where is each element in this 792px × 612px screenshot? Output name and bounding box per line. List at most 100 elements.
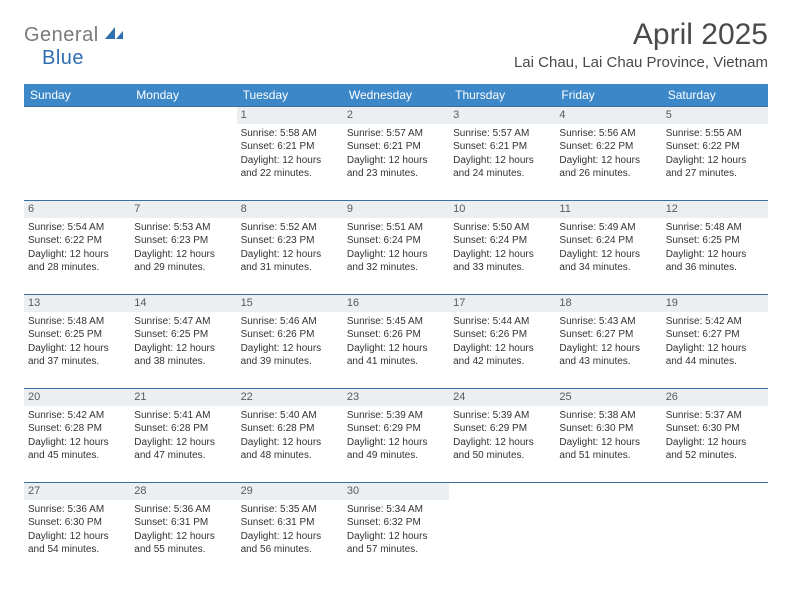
logo: General <box>24 18 127 47</box>
calendar-week-row: 27 Sunrise: 5:36 AMSunset: 6:30 PMDayligh… <box>24 483 768 577</box>
day-details: Sunrise: 5:34 AMSunset: 6:32 PMDaylight:… <box>347 503 445 557</box>
day-details: Sunrise: 5:36 AMSunset: 6:30 PMDaylight:… <box>28 503 126 557</box>
day-number: 4 <box>555 107 661 124</box>
title-block: April 2025 Lai Chau, Lai Chau Province, … <box>514 18 768 71</box>
calendar-day-cell: 8 Sunrise: 5:52 AMSunset: 6:23 PMDaylight… <box>237 201 343 295</box>
day-details: Sunrise: 5:40 AMSunset: 6:28 PMDaylight:… <box>241 409 339 463</box>
day-number: 15 <box>237 295 343 312</box>
calendar-day-cell: 25 Sunrise: 5:38 AMSunset: 6:30 PMDayligh… <box>555 389 661 483</box>
day-details: Sunrise: 5:54 AMSunset: 6:22 PMDaylight:… <box>28 221 126 275</box>
weekday-header: Wednesday <box>343 84 449 107</box>
day-number: 30 <box>343 483 449 500</box>
day-number: 24 <box>449 389 555 406</box>
sail-icon <box>103 25 125 46</box>
day-details: Sunrise: 5:46 AMSunset: 6:26 PMDaylight:… <box>241 315 339 369</box>
day-details: Sunrise: 5:55 AMSunset: 6:22 PMDaylight:… <box>666 127 764 181</box>
calendar-day-cell: 22 Sunrise: 5:40 AMSunset: 6:28 PMDayligh… <box>237 389 343 483</box>
calendar-day-cell: 1Sunrise: 5:58 AMSunset: 6:21 PMDaylight… <box>237 107 343 201</box>
day-details: Sunrise: 5:58 AMSunset: 6:21 PMDaylight:… <box>241 127 339 181</box>
day-details: Sunrise: 5:48 AMSunset: 6:25 PMDaylight:… <box>666 221 764 275</box>
day-details: Sunrise: 5:43 AMSunset: 6:27 PMDaylight:… <box>559 315 657 369</box>
calendar-day-cell: 27 Sunrise: 5:36 AMSunset: 6:30 PMDayligh… <box>24 483 130 577</box>
day-number: 5 <box>662 107 768 124</box>
calendar-day-cell: 4 Sunrise: 5:56 AMSunset: 6:22 PMDaylight… <box>555 107 661 201</box>
calendar-day-cell: 16 Sunrise: 5:45 AMSunset: 6:26 PMDayligh… <box>343 295 449 389</box>
day-number: 9 <box>343 201 449 218</box>
day-number: 26 <box>662 389 768 406</box>
day-number: 14 <box>130 295 236 312</box>
calendar-week-row: 20 Sunrise: 5:42 AMSunset: 6:28 PMDayligh… <box>24 389 768 483</box>
day-number: 23 <box>343 389 449 406</box>
day-details: Sunrise: 5:37 AMSunset: 6:30 PMDaylight:… <box>666 409 764 463</box>
day-number: 20 <box>24 389 130 406</box>
calendar-empty-cell <box>555 483 661 577</box>
calendar-day-cell: 18 Sunrise: 5:43 AMSunset: 6:27 PMDayligh… <box>555 295 661 389</box>
calendar-day-cell: 3Sunrise: 5:57 AMSunset: 6:21 PMDaylight… <box>449 107 555 201</box>
day-details: Sunrise: 5:38 AMSunset: 6:30 PMDaylight:… <box>559 409 657 463</box>
day-number: 2 <box>343 107 449 124</box>
day-details: Sunrise: 5:51 AMSunset: 6:24 PMDaylight:… <box>347 221 445 275</box>
day-details: Sunrise: 5:42 AMSunset: 6:27 PMDaylight:… <box>666 315 764 369</box>
day-details: Sunrise: 5:45 AMSunset: 6:26 PMDaylight:… <box>347 315 445 369</box>
day-details: Sunrise: 5:35 AMSunset: 6:31 PMDaylight:… <box>241 503 339 557</box>
day-number: 10 <box>449 201 555 218</box>
day-number: 8 <box>237 201 343 218</box>
day-details: Sunrise: 5:48 AMSunset: 6:25 PMDaylight:… <box>28 315 126 369</box>
calendar-day-cell: 14 Sunrise: 5:47 AMSunset: 6:25 PMDayligh… <box>130 295 236 389</box>
day-details: Sunrise: 5:57 AMSunset: 6:21 PMDaylight:… <box>453 127 551 181</box>
day-number: 18 <box>555 295 661 312</box>
calendar-day-cell: 7 Sunrise: 5:53 AMSunset: 6:23 PMDaylight… <box>130 201 236 295</box>
calendar-day-cell: 12 Sunrise: 5:48 AMSunset: 6:25 PMDayligh… <box>662 201 768 295</box>
calendar-empty-cell <box>449 483 555 577</box>
calendar-week-row: 6Sunrise: 5:54 AMSunset: 6:22 PMDaylight… <box>24 201 768 295</box>
day-number: 27 <box>24 483 130 500</box>
calendar-empty-cell <box>662 483 768 577</box>
weekday-header: Saturday <box>662 84 768 107</box>
calendar-day-cell: 29Sunrise: 5:35 AMSunset: 6:31 PMDayligh… <box>237 483 343 577</box>
day-details: Sunrise: 5:52 AMSunset: 6:23 PMDaylight:… <box>241 221 339 275</box>
day-details: Sunrise: 5:44 AMSunset: 6:26 PMDaylight:… <box>453 315 551 369</box>
day-number: 19 <box>662 295 768 312</box>
day-details: Sunrise: 5:56 AMSunset: 6:22 PMDaylight:… <box>559 127 657 181</box>
location-text: Lai Chau, Lai Chau Province, Vietnam <box>514 54 768 71</box>
calendar-week-row: 13Sunrise: 5:48 AMSunset: 6:25 PMDayligh… <box>24 295 768 389</box>
day-number: 12 <box>662 201 768 218</box>
day-number: 25 <box>555 389 661 406</box>
weekday-header: Sunday <box>24 84 130 107</box>
calendar-day-cell: 20 Sunrise: 5:42 AMSunset: 6:28 PMDayligh… <box>24 389 130 483</box>
weekday-header: Friday <box>555 84 661 107</box>
calendar-week-row: 1Sunrise: 5:58 AMSunset: 6:21 PMDaylight… <box>24 107 768 201</box>
day-details: Sunrise: 5:57 AMSunset: 6:21 PMDaylight:… <box>347 127 445 181</box>
logo-text-gray: General <box>24 24 99 47</box>
month-title: April 2025 <box>514 18 768 52</box>
calendar-day-cell: 24Sunrise: 5:39 AMSunset: 6:29 PMDayligh… <box>449 389 555 483</box>
calendar-day-cell: 21 Sunrise: 5:41 AMSunset: 6:28 PMDayligh… <box>130 389 236 483</box>
calendar-day-cell: 2 Sunrise: 5:57 AMSunset: 6:21 PMDaylight… <box>343 107 449 201</box>
calendar-day-cell: 11Sunrise: 5:49 AMSunset: 6:24 PMDayligh… <box>555 201 661 295</box>
calendar-day-cell: 28 Sunrise: 5:36 AMSunset: 6:31 PMDayligh… <box>130 483 236 577</box>
calendar-day-cell: 19 Sunrise: 5:42 AMSunset: 6:27 PMDayligh… <box>662 295 768 389</box>
day-details: Sunrise: 5:42 AMSunset: 6:28 PMDaylight:… <box>28 409 126 463</box>
day-number: 28 <box>130 483 236 500</box>
calendar-day-cell: 5 Sunrise: 5:55 AMSunset: 6:22 PMDaylight… <box>662 107 768 201</box>
calendar-empty-cell <box>24 107 130 201</box>
day-number: 7 <box>130 201 236 218</box>
day-details: Sunrise: 5:41 AMSunset: 6:28 PMDaylight:… <box>134 409 232 463</box>
weekday-header: Tuesday <box>237 84 343 107</box>
calendar-day-cell: 15 Sunrise: 5:46 AMSunset: 6:26 PMDayligh… <box>237 295 343 389</box>
day-details: Sunrise: 5:53 AMSunset: 6:23 PMDaylight:… <box>134 221 232 275</box>
day-details: Sunrise: 5:49 AMSunset: 6:24 PMDaylight:… <box>559 221 657 275</box>
day-number: 21 <box>130 389 236 406</box>
weekday-header: Thursday <box>449 84 555 107</box>
calendar-day-cell: 13Sunrise: 5:48 AMSunset: 6:25 PMDayligh… <box>24 295 130 389</box>
day-details: Sunrise: 5:47 AMSunset: 6:25 PMDaylight:… <box>134 315 232 369</box>
day-number: 22 <box>237 389 343 406</box>
calendar-day-cell: 23Sunrise: 5:39 AMSunset: 6:29 PMDayligh… <box>343 389 449 483</box>
calendar-empty-cell <box>130 107 236 201</box>
calendar-day-cell: 9 Sunrise: 5:51 AMSunset: 6:24 PMDaylight… <box>343 201 449 295</box>
day-details: Sunrise: 5:36 AMSunset: 6:31 PMDaylight:… <box>134 503 232 557</box>
day-number: 17 <box>449 295 555 312</box>
day-number: 16 <box>343 295 449 312</box>
calendar-table: SundayMondayTuesdayWednesdayThursdayFrid… <box>24 84 768 577</box>
logo-text-blue: Blue <box>42 47 84 70</box>
